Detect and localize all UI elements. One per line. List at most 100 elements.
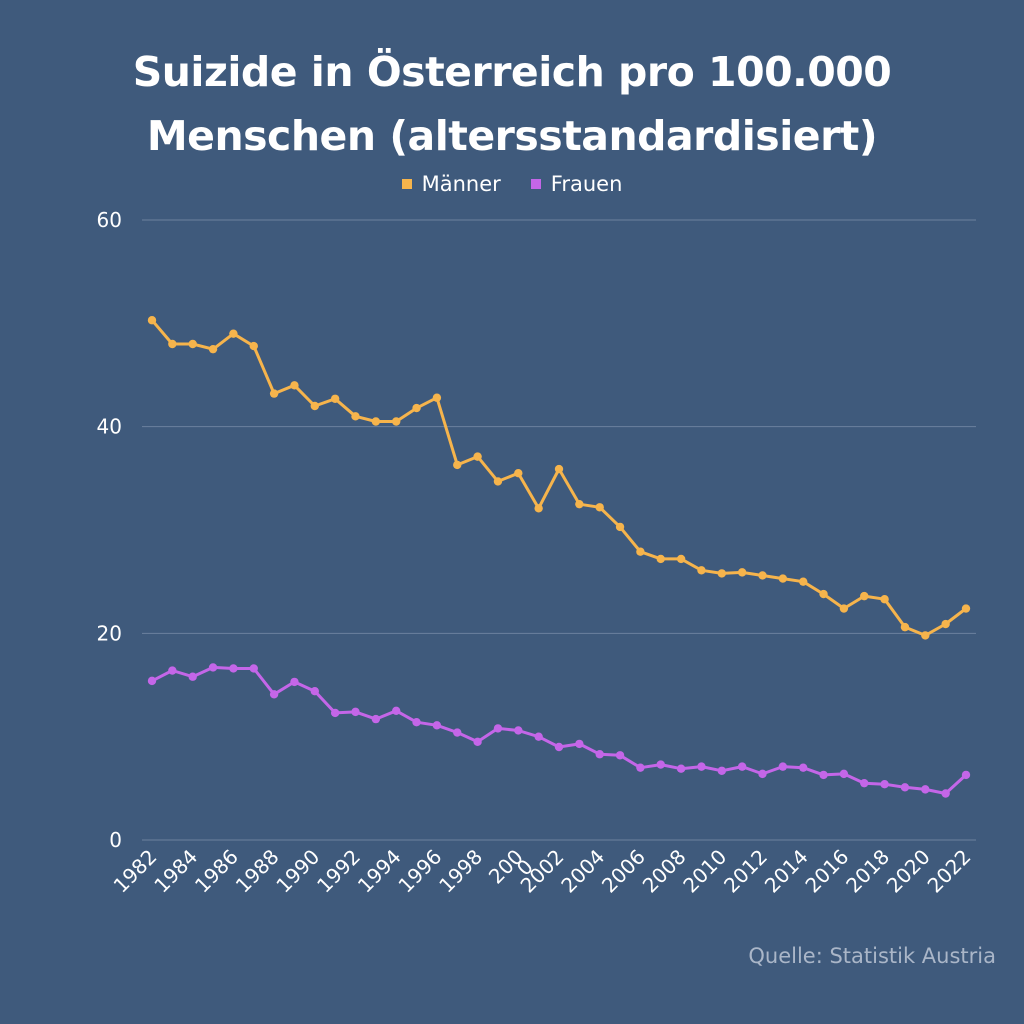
data-point-maenner (371, 417, 381, 426)
data-point-maenner (534, 504, 543, 513)
x-tick-label: 1998 (434, 845, 487, 898)
data-point-frauen (595, 750, 604, 759)
x-tick-label: 2016 (800, 845, 853, 898)
data-point-maenner (188, 339, 197, 349)
data-point-frauen (310, 687, 319, 696)
data-point-frauen (737, 762, 747, 771)
data-point-maenner (941, 619, 950, 629)
data-point-maenner (330, 394, 340, 403)
data-point-maenner (168, 339, 177, 349)
y-tick-label: 40 (97, 415, 122, 439)
y-tick-label: 0 (109, 828, 122, 852)
data-point-frauen (778, 762, 788, 771)
data-point-maenner (392, 417, 401, 426)
data-point-frauen (290, 677, 299, 687)
x-tick-label: 2020 (882, 845, 935, 898)
data-point-frauen (941, 789, 950, 798)
y-tick-label: 60 (97, 208, 122, 232)
data-point-frauen (168, 666, 177, 675)
data-point-frauen (921, 785, 930, 794)
data-point-frauen (493, 724, 503, 733)
legend-label-maenner: Männer (421, 172, 501, 196)
data-point-frauen (900, 783, 910, 792)
data-point-frauen (147, 676, 157, 686)
data-point-frauen (697, 762, 706, 771)
data-point-maenner (453, 460, 462, 470)
legend-item-frauen: Frauen (530, 172, 623, 196)
x-tick-label: 1992 (312, 845, 365, 898)
data-point-frauen (575, 739, 584, 749)
x-tick-label: 1994 (353, 845, 406, 898)
data-point-frauen (636, 763, 645, 772)
data-point-maenner (249, 341, 258, 351)
data-point-maenner (636, 547, 645, 556)
source-note: Quelle: Statistik Austria (748, 944, 996, 968)
data-point-maenner (921, 631, 930, 640)
data-point-maenner (269, 389, 279, 398)
x-tick-label: 2022 (923, 845, 976, 898)
data-point-maenner (554, 464, 564, 474)
data-point-frauen (432, 721, 442, 730)
data-point-frauen (615, 751, 625, 760)
data-point-frauen (799, 763, 808, 772)
data-point-maenner (595, 503, 604, 512)
data-point-maenner (615, 522, 625, 532)
x-tick-label: 2012 (719, 845, 772, 898)
x-tick-label: 2008 (638, 845, 691, 898)
data-point-maenner (290, 381, 299, 390)
data-point-frauen (188, 672, 197, 681)
data-point-frauen (961, 770, 971, 780)
data-point-maenner (717, 569, 726, 578)
data-point-maenner (656, 554, 665, 564)
x-tick-label: 1990 (271, 845, 324, 898)
data-point-maenner (900, 622, 910, 632)
data-point-maenner (493, 477, 503, 486)
data-point-frauen (229, 664, 238, 673)
data-point-maenner (575, 499, 584, 509)
data-point-frauen (371, 714, 381, 724)
chart-title-line-1: Suizide in Österreich pro 100.000 (132, 48, 892, 96)
data-point-maenner (799, 577, 808, 586)
data-point-maenner (432, 393, 442, 402)
data-point-maenner (208, 344, 218, 354)
data-point-maenner (778, 574, 788, 583)
data-point-frauen (819, 770, 828, 780)
chart-legend: Männer Frauen (0, 172, 1024, 196)
data-point-frauen (473, 737, 482, 747)
data-point-frauen (880, 780, 889, 789)
data-point-maenner (737, 568, 747, 577)
x-tick-label: 1982 (109, 845, 162, 898)
data-point-frauen (717, 766, 726, 775)
data-point-frauen (534, 732, 543, 741)
data-point-maenner (229, 329, 238, 338)
data-point-maenner (351, 412, 360, 421)
data-point-maenner (860, 591, 869, 601)
legend-label-frauen: Frauen (550, 172, 623, 196)
data-point-frauen (392, 706, 401, 716)
data-point-maenner (697, 566, 706, 575)
series-line-maenner (150, 319, 967, 637)
data-point-maenner (961, 604, 971, 613)
x-tick-label: 2004 (556, 845, 609, 898)
data-point-frauen (249, 664, 258, 673)
data-point-frauen (676, 764, 686, 773)
data-point-maenner (310, 401, 319, 411)
data-point-maenner (819, 589, 828, 599)
data-point-frauen (656, 760, 665, 769)
x-tick-label: 1988 (231, 845, 284, 898)
data-point-maenner (412, 403, 421, 413)
chart-title: Suizide in Österreich pro 100.000 Mensch… (0, 40, 1024, 168)
data-point-frauen (860, 778, 869, 788)
x-tick-label: 1996 (393, 845, 446, 898)
x-tick-label: 2010 (678, 845, 731, 898)
x-tick-label: 2018 (841, 845, 894, 898)
data-point-frauen (758, 769, 767, 779)
x-tick-label: 2006 (597, 845, 650, 898)
legend-swatch-maenner (401, 179, 412, 189)
data-point-maenner (514, 468, 523, 478)
legend-swatch-frauen (530, 179, 541, 189)
data-point-frauen (453, 728, 462, 737)
x-tick-label: 2014 (760, 845, 813, 898)
data-point-frauen (330, 708, 340, 718)
